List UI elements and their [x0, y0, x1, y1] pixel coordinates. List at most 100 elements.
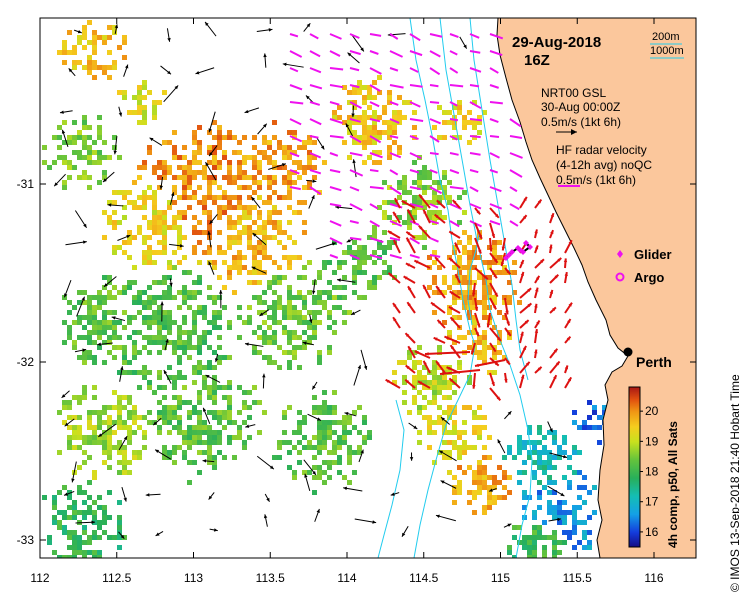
sst-pixel — [57, 155, 62, 160]
sst-pixel — [472, 295, 477, 300]
sst-pixel — [267, 235, 272, 240]
sst-pixel — [572, 545, 577, 550]
sst-pixel — [82, 390, 87, 395]
sst-pixel — [167, 415, 172, 420]
sst-pixel — [317, 450, 322, 455]
radar-vector — [389, 50, 403, 58]
radar-vector — [474, 237, 482, 254]
radar-vector — [413, 259, 431, 269]
sst-pixel — [582, 425, 587, 430]
sst-pixel — [72, 515, 77, 520]
sst-pixel — [182, 400, 187, 405]
sst-pixel — [127, 360, 132, 365]
sst-pixel — [92, 310, 97, 315]
sst-pixel — [127, 410, 132, 415]
sst-pixel — [307, 135, 312, 140]
sst-pixel — [172, 410, 177, 415]
radar-vector — [489, 203, 503, 210]
radar-vector — [509, 152, 523, 159]
model-vector — [97, 423, 117, 438]
model-vector — [303, 22, 311, 32]
sst-pixel — [137, 370, 142, 375]
sst-pixel — [292, 315, 297, 320]
sst-pixel — [482, 465, 487, 470]
sst-pixel — [477, 415, 482, 420]
sst-pixel — [372, 95, 377, 100]
sst-pixel — [437, 180, 442, 185]
sst-pixel — [432, 250, 437, 255]
sst-pixel — [367, 435, 372, 440]
sst-pixel — [262, 335, 267, 340]
sst-pixel — [462, 295, 467, 300]
sst-pixel — [472, 280, 477, 285]
sst-pixel — [347, 120, 352, 125]
radar-vector — [369, 33, 382, 37]
sst-pixel — [127, 435, 132, 440]
radar-vector — [389, 84, 404, 89]
radar-vector — [429, 186, 443, 195]
sst-pixel — [67, 405, 72, 410]
sst-pixel — [212, 160, 217, 165]
sst-pixel — [197, 410, 202, 415]
sst-pixel — [147, 235, 152, 240]
sst-pixel — [257, 240, 262, 245]
sst-pixel — [247, 305, 252, 310]
sst-pixel — [147, 255, 152, 260]
sst-pixel — [407, 220, 412, 225]
sst-pixel — [492, 240, 497, 245]
sst-pixel — [157, 330, 162, 335]
sst-pixel — [427, 430, 432, 435]
sst-pixel — [207, 450, 212, 455]
sst-pixel — [52, 515, 57, 520]
sst-pixel — [537, 425, 542, 430]
sst-pixel — [252, 165, 257, 170]
sst-pixel — [562, 515, 567, 520]
sst-pixel — [237, 235, 242, 240]
colorbar-band — [629, 522, 640, 524]
sst-pixel — [107, 215, 112, 220]
radar-vector — [349, 254, 360, 260]
sst-pixel — [552, 555, 557, 558]
sst-pixel — [162, 235, 167, 240]
sst-pixel — [87, 20, 92, 25]
sst-pixel — [507, 475, 512, 480]
sst-pixel — [142, 365, 147, 370]
sst-pixel — [432, 290, 437, 295]
sst-pixel — [417, 410, 422, 415]
sst-pixel — [187, 425, 192, 430]
model-vector — [344, 411, 357, 417]
sst-pixel — [287, 220, 292, 225]
sst-pixel — [137, 110, 142, 115]
sst-pixel — [577, 505, 582, 510]
sst-pixel — [347, 100, 352, 105]
sst-pixel — [147, 90, 152, 95]
sst-pixel — [552, 540, 557, 545]
sst-pixel — [87, 505, 92, 510]
sst-pixel — [192, 380, 197, 385]
sst-pixel — [582, 535, 587, 540]
sst-pixel — [142, 95, 147, 100]
sst-pixel — [132, 340, 137, 345]
radar-vector — [486, 312, 491, 328]
sst-pixel — [137, 290, 142, 295]
sst-pixel — [52, 135, 57, 140]
model-vector — [205, 374, 221, 383]
sst-pixel — [287, 195, 292, 200]
model-vector — [435, 514, 456, 522]
sst-pixel — [147, 380, 152, 385]
sst-pixel — [562, 530, 567, 535]
model-vector — [306, 179, 317, 183]
sst-pixel — [177, 305, 182, 310]
sst-pixel — [187, 440, 192, 445]
sst-pixel — [462, 440, 467, 445]
sst-pixel — [367, 155, 372, 160]
sst-pixel — [537, 505, 542, 510]
model-vector — [390, 492, 400, 496]
sst-pixel — [92, 40, 97, 45]
sst-pixel — [92, 535, 97, 540]
sst-pixel — [227, 225, 232, 230]
sst-pixel — [172, 345, 177, 350]
sst-pixel — [447, 470, 452, 475]
sst-pixel — [282, 310, 287, 315]
sst-pixel — [352, 105, 357, 110]
